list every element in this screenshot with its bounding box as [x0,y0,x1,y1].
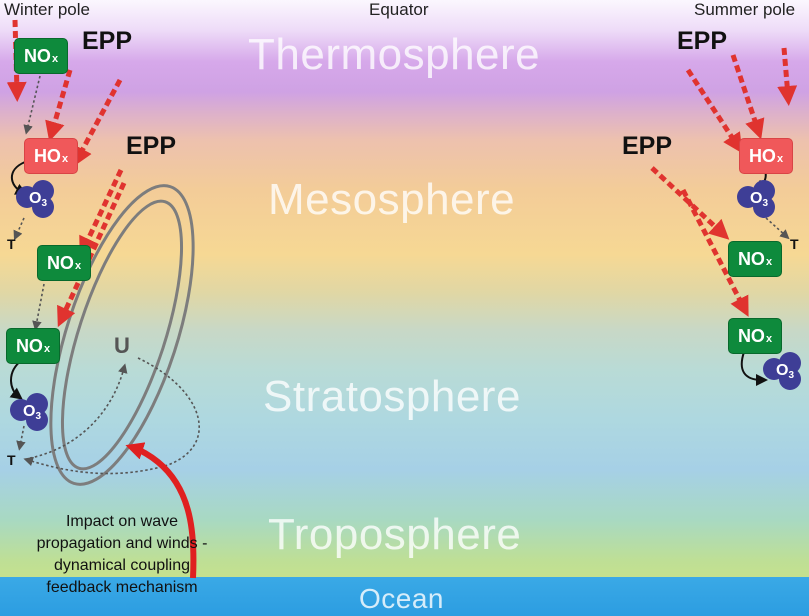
hox-label: HO [748,145,776,166]
caption-line-1: Impact on wave [65,513,179,530]
nox-subscript: x [765,333,773,345]
epp-arrow-s5 [680,188,749,317]
hox-label: HO [33,145,61,166]
epp-label-winter-middle: EPP [126,132,177,160]
hox-subscript: x [61,153,69,165]
nox-subscript: x [43,343,51,355]
nox-label: NO [737,325,765,346]
dotted-arrow-u-t [23,357,200,475]
hox-box-summer: HO x [739,138,793,174]
header-equator: Equator [369,0,429,19]
dotted-arrow-nox-hox-winter [23,75,41,135]
dotted-arrow-o3-t-winter-lower [16,425,26,451]
ozone-molecule-winter-lower: O3 [10,393,54,433]
temperature-label-winter-upper: T [7,236,16,252]
nox-subscript: x [74,260,82,272]
layer-label-thermosphere: Thermosphere [248,30,541,79]
caption-line-3: dynamical coupling [53,557,191,574]
dotted-arrow-o3-t-winter-upper [13,217,25,241]
nox-subscript: x [765,256,773,268]
ozone-subscript: 3 [788,370,794,381]
nox-box-winter-1: NO x [14,38,68,74]
ozone-label: O [22,403,36,420]
ozone-label: O [775,362,789,379]
epp-arrow-w5 [57,181,127,328]
ozone-molecule-summer-upper: O3 [737,180,781,220]
hox-box-winter: HO x [24,138,78,174]
ozone-subscript: 3 [762,198,768,209]
curved-arrow-nox-o3-summer [740,351,768,386]
nox-box-summer-1: NO x [728,241,782,277]
dotted-arrows [13,75,790,475]
header-summer-pole: Summer pole [694,0,796,19]
nox-label: NO [46,252,74,273]
nox-box-winter-2: NO x [37,245,91,281]
epp-arrow-w3 [73,78,123,167]
ozone-molecule-summer-lower: O3 [763,352,807,392]
dotted-arrow-nox-nox-winter [32,283,45,331]
layer-label-stratosphere: Stratosphere [263,372,521,421]
ozone-subscript: 3 [41,198,47,209]
epp-arrow-s2 [730,54,765,140]
feedback-arrow [125,442,197,579]
temperature-label-winter-lower: T [7,452,16,468]
ozone-subscript: 3 [35,411,41,422]
epp-arrows-summer [650,47,798,317]
epp-arrow-s1 [685,68,743,154]
epp-arrow-w4 [79,168,124,258]
feedback-caption: Impact on wave propagation and winds - d… [22,511,222,599]
layer-label-troposphere: Troposphere [268,510,522,559]
epp-label-summer-middle: EPP [622,132,673,160]
layer-label-mesosphere: Mesosphere [268,175,516,224]
header-winter-pole: Winter pole [4,0,90,19]
epp-label-winter-top: EPP [82,27,133,55]
nox-box-winter-3: NO x [6,328,60,364]
nox-label: NO [15,335,43,356]
dotted-arrow-o3-t-summer [765,217,790,240]
epp-label-summer-top: EPP [677,27,728,55]
nox-subscript: x [51,53,59,65]
temperature-label-summer: T [790,236,799,252]
nox-label: NO [23,45,51,66]
nox-label: NO [737,248,765,269]
epp-arrow-s3 [777,47,798,106]
curved-arrow-nox-o3-winter [9,359,23,400]
ozone-label: O [749,190,763,207]
ozone-molecule-winter-upper: O3 [16,180,60,220]
caption-line-4: feedback mechanism [46,579,198,596]
epp-arrow-w2 [45,69,73,142]
ozone-label: O [28,190,42,207]
wind-label-u: U [114,333,130,358]
caption-line-2: propagation and winds - [36,535,208,552]
nox-box-summer-2: NO x [728,318,782,354]
layer-label-ocean: Ocean [359,583,444,614]
hox-subscript: x [776,153,784,165]
solid-curved-arrows [9,157,768,400]
